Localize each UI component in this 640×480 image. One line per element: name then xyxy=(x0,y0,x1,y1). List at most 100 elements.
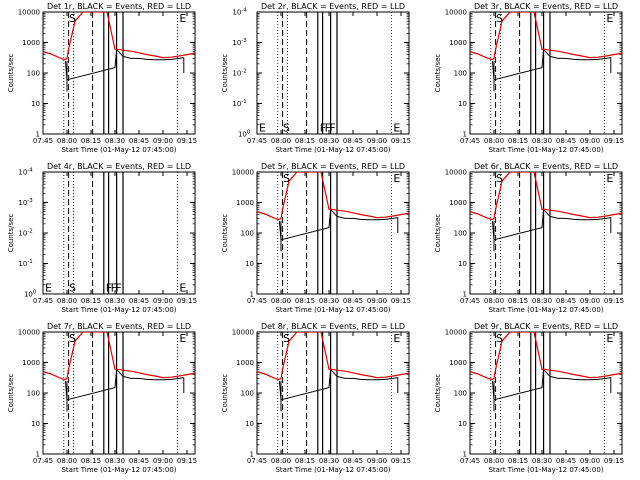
y-tick-label: 1 xyxy=(463,451,467,459)
panel-title: Det 3r, BLACK = Events, RED = LLD xyxy=(474,2,618,11)
x-tick-label: 08:45 xyxy=(129,137,149,145)
marker-label: F xyxy=(106,282,112,295)
y-axis-label: Counts/sec xyxy=(434,214,442,253)
y-axis-label: Counts/sec xyxy=(434,374,442,413)
panel-4: Det 4r, BLACK = Events, RED = LLD 07:45 08… xyxy=(7,162,197,314)
x-tick-label: 07:45 xyxy=(460,137,480,145)
marker-label: S xyxy=(69,282,76,295)
x-tick-label: 08:15 xyxy=(81,297,101,305)
marker-label: F xyxy=(320,122,326,135)
panel-9: Det 9r, BLACK = Events, RED = LLD 07:45 08… xyxy=(434,322,624,474)
marker-label: E xyxy=(179,332,186,345)
x-tick-label: 08:15 xyxy=(81,137,101,145)
plot-frame xyxy=(42,171,196,295)
panel-1: Det 1r, BLACK = Events, RED = LLD 07:45 08… xyxy=(7,2,197,154)
x-tick-label: 09:00 xyxy=(153,457,173,465)
plot-frame xyxy=(42,11,196,135)
y-tick-label: 10-4 xyxy=(18,168,33,177)
x-tick-label: 09:15 xyxy=(177,457,197,465)
marker-label: S xyxy=(496,332,503,345)
x-tick-label: 08:30 xyxy=(105,297,125,305)
x-tick-label: 08:15 xyxy=(295,457,315,465)
y-tick-label: 10000 xyxy=(445,329,467,337)
x-tick-label: 08:30 xyxy=(532,137,552,145)
y-tick-label: 100 xyxy=(454,70,467,78)
panel-title: Det 7r, BLACK = Events, RED = LLD xyxy=(47,322,191,331)
y-tick-label: 1000 xyxy=(236,199,254,207)
x-tick-label: 08:30 xyxy=(532,457,552,465)
plot-area xyxy=(470,172,622,294)
y-tick-label: 100 xyxy=(238,130,251,139)
y-tick-exponent: 0 xyxy=(33,290,37,296)
x-tick-label: 09:00 xyxy=(367,137,387,145)
marker-label: E xyxy=(45,282,52,295)
y-tick-label: 10000 xyxy=(18,329,40,337)
lld-series-line xyxy=(470,172,622,220)
x-axis-label: Start Time (01-May-12 07:45:00) xyxy=(488,306,603,314)
y-tick-label: 10 xyxy=(458,420,467,428)
panel-title: Det 6r, BLACK = Events, RED = LLD xyxy=(474,162,618,171)
x-tick-label: 07:45 xyxy=(33,457,53,465)
x-tick-label: 09:00 xyxy=(367,297,387,305)
plot-frame xyxy=(256,11,410,135)
y-tick-label: 1 xyxy=(36,131,40,139)
x-tick-label: 08:00 xyxy=(57,457,77,465)
x-tick-label: 08:30 xyxy=(532,297,552,305)
marker-label: S xyxy=(496,12,503,25)
y-axis-label: Counts/sec xyxy=(221,214,229,253)
x-tick-label: 09:15 xyxy=(604,137,624,145)
marker-label: F xyxy=(111,282,117,295)
y-tick-label: 10 xyxy=(245,420,254,428)
y-tick-label: 10000 xyxy=(232,329,254,337)
y-tick-exponent: -3 xyxy=(27,198,33,204)
x-tick-label: 09:15 xyxy=(391,297,411,305)
panel-7: Det 7r, BLACK = Events, RED = LLD 07:45 08… xyxy=(7,322,197,474)
x-tick-label: 08:45 xyxy=(343,457,363,465)
y-axis-label: Counts/sec xyxy=(434,54,442,93)
y-tick-exponent: -1 xyxy=(241,99,246,105)
y-tick-label: 1 xyxy=(463,131,467,139)
panel-2: Det 2r, BLACK = Events, RED = LLD 07:45 08… xyxy=(221,2,411,154)
x-tick-label: 08:30 xyxy=(105,457,125,465)
panel-title: Det 5r, BLACK = Events, RED = LLD xyxy=(261,162,405,171)
marker-label: E xyxy=(179,12,186,25)
events-series-line xyxy=(278,368,398,401)
y-tick-label: 10000 xyxy=(445,169,467,177)
events-series-line xyxy=(278,208,398,241)
y-tick-label: 10 xyxy=(31,420,40,428)
panel-title: Det 8r, BLACK = Events, RED = LLD xyxy=(261,322,405,331)
x-tick-label: 08:15 xyxy=(81,457,101,465)
y-tick-label: 10-4 xyxy=(232,8,247,17)
y-tick-label: 10-2 xyxy=(18,229,32,238)
panel-title: Det 1r, BLACK = Events, RED = LLD xyxy=(47,2,191,11)
x-tick-label: 08:45 xyxy=(556,297,576,305)
y-tick-label: 100 xyxy=(241,390,254,398)
x-axis-label: Start Time (01-May-12 07:45:00) xyxy=(275,466,390,474)
y-tick-label: 1000 xyxy=(236,359,254,367)
x-tick-label: 09:15 xyxy=(391,137,411,145)
lld-series-line xyxy=(470,332,622,380)
events-series-line xyxy=(491,368,611,401)
x-tick-label: 08:15 xyxy=(508,457,528,465)
x-tick-label: 08:30 xyxy=(319,137,339,145)
events-series-line xyxy=(491,208,611,241)
y-tick-label: 10-3 xyxy=(18,198,33,207)
plot-frame xyxy=(469,11,623,135)
x-tick-label: 07:45 xyxy=(460,457,480,465)
plot-area xyxy=(470,12,622,134)
x-tick-label: 08:45 xyxy=(556,137,576,145)
x-tick-label: 08:15 xyxy=(295,137,315,145)
x-tick-label: 09:00 xyxy=(367,457,387,465)
x-tick-label: 08:00 xyxy=(484,297,504,305)
marker-label: E xyxy=(393,122,400,135)
panel-6: Det 6r, BLACK = Events, RED = LLD 07:45 08… xyxy=(434,162,624,314)
y-axis-label: Counts/sec xyxy=(221,54,229,93)
lld-series-line xyxy=(470,12,622,60)
y-tick-exponent: -4 xyxy=(27,168,33,174)
y-tick-label: 10-3 xyxy=(232,38,247,47)
panel-5: Det 5r, BLACK = Events, RED = LLD 07:45 08… xyxy=(221,162,411,314)
x-tick-label: 08:00 xyxy=(484,457,504,465)
y-tick-label: 10 xyxy=(245,260,254,268)
events-series-line xyxy=(491,48,611,81)
plot-frame xyxy=(42,331,196,455)
